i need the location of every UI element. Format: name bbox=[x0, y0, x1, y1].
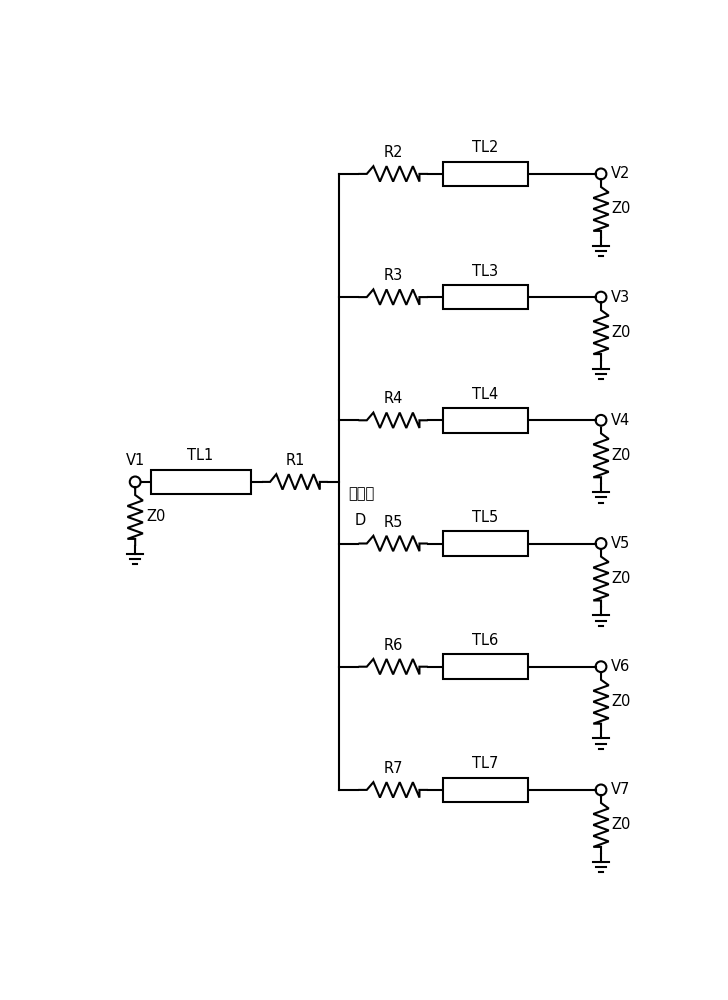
Text: TL3: TL3 bbox=[472, 264, 499, 279]
Text: Z0: Z0 bbox=[146, 509, 165, 524]
Text: TL6: TL6 bbox=[472, 633, 499, 648]
Text: R4: R4 bbox=[384, 391, 403, 406]
Text: D: D bbox=[355, 513, 366, 528]
Bar bbox=[443, 162, 528, 186]
Bar bbox=[443, 408, 528, 433]
Text: 连接盘: 连接盘 bbox=[349, 486, 375, 501]
Text: V7: V7 bbox=[611, 782, 630, 797]
Text: TL2: TL2 bbox=[472, 140, 499, 155]
Text: Z0: Z0 bbox=[612, 571, 631, 586]
Text: R7: R7 bbox=[384, 761, 403, 776]
Text: V2: V2 bbox=[611, 166, 630, 181]
Text: V3: V3 bbox=[611, 290, 630, 305]
Text: V1: V1 bbox=[125, 453, 145, 468]
Text: TL1: TL1 bbox=[188, 448, 214, 463]
Text: R2: R2 bbox=[384, 145, 403, 160]
Text: R6: R6 bbox=[384, 638, 403, 653]
Bar bbox=[443, 285, 528, 309]
Text: V5: V5 bbox=[611, 536, 630, 551]
Text: TL7: TL7 bbox=[472, 756, 499, 771]
Text: V4: V4 bbox=[611, 413, 630, 428]
Text: Z0: Z0 bbox=[612, 201, 631, 216]
Text: Z0: Z0 bbox=[612, 817, 631, 832]
Text: R1: R1 bbox=[285, 453, 304, 468]
Text: V6: V6 bbox=[611, 659, 630, 674]
Text: Z0: Z0 bbox=[612, 448, 631, 463]
Text: TL4: TL4 bbox=[472, 387, 499, 402]
Bar bbox=[151, 470, 250, 494]
Bar bbox=[443, 654, 528, 679]
Text: TL5: TL5 bbox=[472, 510, 499, 525]
Text: Z0: Z0 bbox=[612, 694, 631, 709]
Text: Z0: Z0 bbox=[612, 325, 631, 340]
Text: R3: R3 bbox=[384, 268, 403, 283]
Text: R5: R5 bbox=[384, 515, 403, 530]
Bar bbox=[443, 531, 528, 556]
Bar bbox=[443, 778, 528, 802]
